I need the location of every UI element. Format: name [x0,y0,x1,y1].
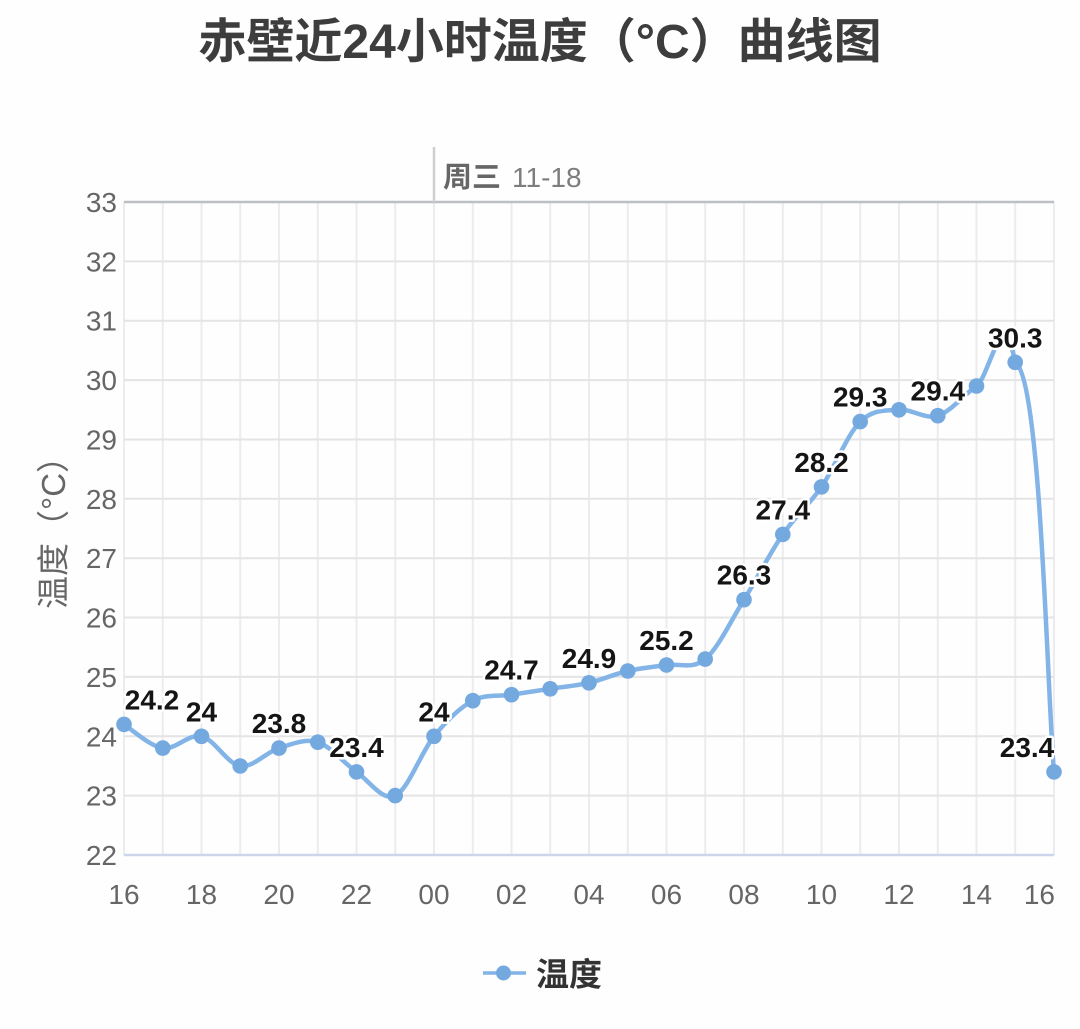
svg-text:23: 23 [86,781,117,812]
svg-text:25: 25 [86,662,117,693]
svg-text:25.2: 25.2 [639,625,694,656]
svg-text:33: 33 [86,187,117,218]
svg-text:10: 10 [806,879,837,910]
svg-text:31: 31 [86,306,117,337]
svg-text:27.4: 27.4 [756,494,811,525]
svg-text:28: 28 [86,484,117,515]
svg-text:24.7: 24.7 [484,655,539,686]
svg-text:°C: °C [35,473,72,510]
svg-text:26.3: 26.3 [717,560,772,591]
svg-text:24: 24 [342,16,396,69]
svg-text:22: 22 [341,879,372,910]
svg-text:11-18: 11-18 [512,162,582,193]
svg-text:29: 29 [86,425,117,456]
svg-text:08: 08 [728,879,759,910]
svg-text:24: 24 [418,696,450,727]
svg-text:29.3: 29.3 [833,382,888,413]
svg-text:27: 27 [86,543,117,574]
svg-text:16: 16 [108,879,139,910]
svg-text:18: 18 [186,879,217,910]
svg-text:30.3: 30.3 [988,322,1043,353]
svg-text:14: 14 [961,879,992,910]
svg-text:28.2: 28.2 [794,447,849,478]
svg-text:23.8: 23.8 [252,708,307,739]
svg-text:°C: °C [636,16,690,69]
svg-text:06: 06 [651,879,682,910]
svg-text:04: 04 [573,879,604,910]
svg-text:02: 02 [496,879,527,910]
svg-text:23.4: 23.4 [1000,732,1055,763]
svg-text:12: 12 [883,879,914,910]
svg-text:32: 32 [86,246,117,277]
svg-text:24.9: 24.9 [562,643,617,674]
svg-text:16: 16 [1024,879,1055,910]
svg-text:24: 24 [186,696,218,727]
svg-text:23.4: 23.4 [329,732,384,763]
svg-text:24.2: 24.2 [125,684,180,715]
svg-text:20: 20 [263,879,294,910]
svg-text:29.4: 29.4 [911,376,966,407]
svg-text:26: 26 [86,603,117,634]
svg-text:24: 24 [86,721,117,752]
svg-text:22: 22 [86,840,117,871]
svg-text:00: 00 [418,879,449,910]
svg-text:30: 30 [86,365,117,396]
